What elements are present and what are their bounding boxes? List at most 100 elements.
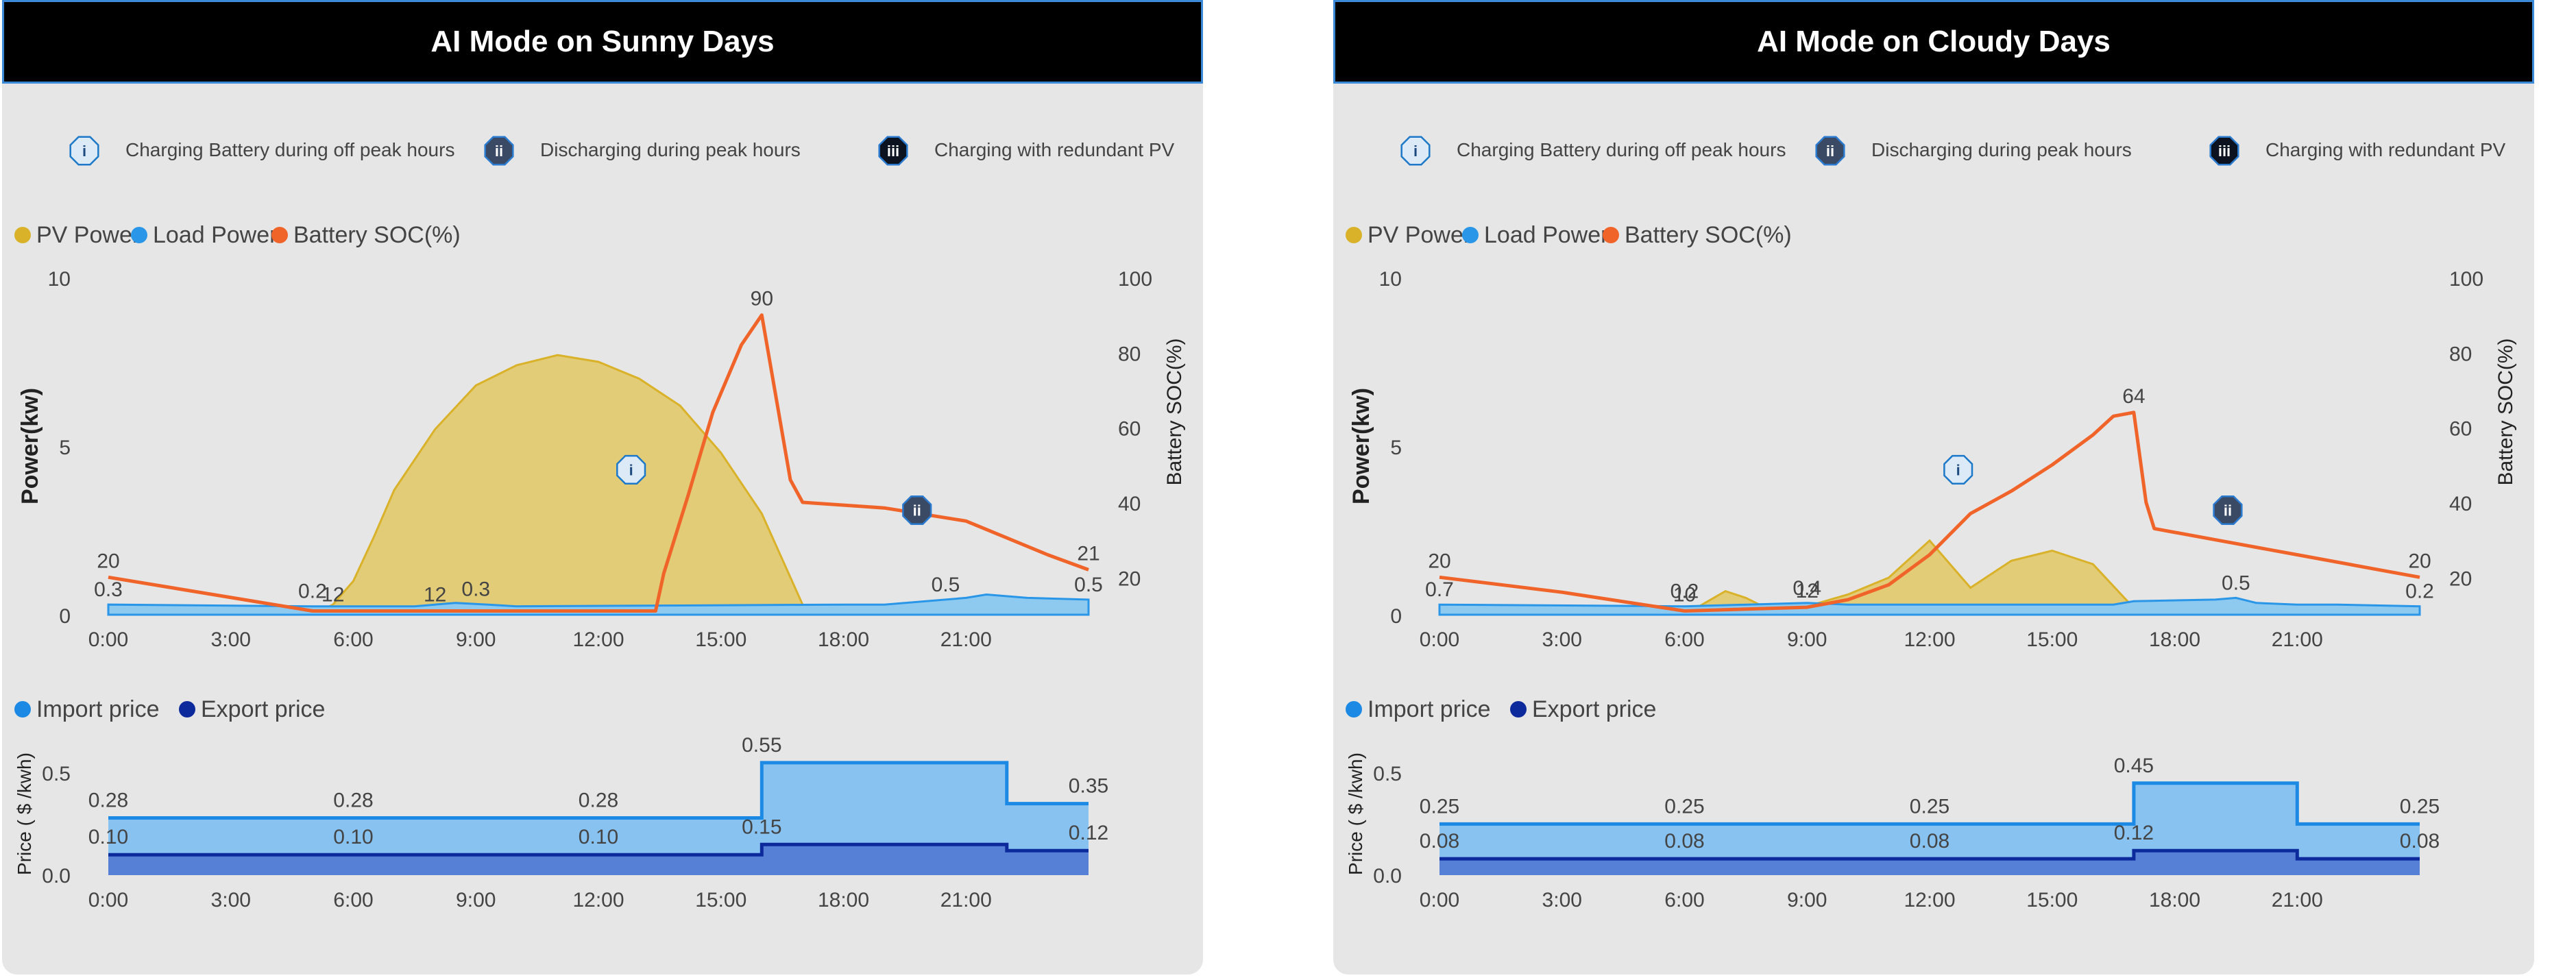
import-price-line <box>108 761 1089 820</box>
x-tick-label: 9:00 <box>1787 628 1827 651</box>
x-tick-label: 6:00 <box>333 628 373 651</box>
mode-badge-ii: ii <box>484 136 514 166</box>
price-y-axis-label: Price ( $ /kwh) <box>14 752 35 875</box>
y-tick-label: 10 <box>1379 268 1402 291</box>
price-data-label: 0.08 <box>1664 830 1704 853</box>
export-price-line <box>1439 848 2420 861</box>
price-data-label: 0.25 <box>1910 795 1949 818</box>
export-price-area <box>108 844 1089 875</box>
battery-soc-line <box>1439 411 2420 613</box>
legend-pv-power: PV Power <box>14 222 140 248</box>
import-price-line <box>1439 781 2420 826</box>
y2-tick-label: 40 <box>1118 493 1141 515</box>
x-tick-label: 6:00 <box>1664 628 1704 651</box>
y2-tick-label: 20 <box>2449 567 2472 590</box>
x-tick-label: 12:00 <box>1904 628 1955 651</box>
price-data-label: 0.10 <box>333 826 373 848</box>
price-data-label: 0.28 <box>88 789 128 811</box>
svg-text:Import price: Import price <box>1368 696 1491 722</box>
price-data-label: 0.08 <box>1420 830 1459 853</box>
price-x-tick-label: 6:00 <box>1664 889 1704 911</box>
svg-text:Battery SOC(%): Battery SOC(%) <box>1625 222 1792 248</box>
price-x-tick-label: 21:00 <box>2272 889 2323 911</box>
svg-text:ii: ii <box>495 143 503 160</box>
legend-import-price: Import price <box>14 696 160 722</box>
data-label-load: 0.5 <box>2222 572 2250 594</box>
price-data-label: 0.25 <box>1420 795 1459 818</box>
price-y-tick-label: 0.0 <box>1373 865 1402 887</box>
battery-soc-line <box>108 313 1089 613</box>
chart-mode-marker-ii: ii <box>902 495 932 526</box>
data-label-load: 0.5 <box>1074 574 1103 596</box>
svg-text:Export price: Export price <box>1532 696 1656 722</box>
data-label-soc: 12 <box>424 584 446 607</box>
price-x-tick-label: 0:00 <box>1420 889 1459 911</box>
legend-pv-power: PV Power <box>1346 222 1471 248</box>
price-data-label: 0.28 <box>333 789 373 811</box>
price-data-label: 0.35 <box>1069 775 1108 798</box>
x-tick-label: 21:00 <box>2272 628 2323 651</box>
x-tick-label: 3:00 <box>1542 628 1582 651</box>
mode-badge-iii: iii <box>878 136 908 166</box>
svg-text:Battery SOC(%): Battery SOC(%) <box>293 222 461 248</box>
y2-tick-label: 60 <box>2449 418 2472 441</box>
price-x-tick-label: 9:00 <box>456 889 496 911</box>
price-x-tick-label: 21:00 <box>940 889 992 911</box>
price-data-label: 0.10 <box>88 826 128 848</box>
y-tick-label: 0 <box>59 605 71 628</box>
y2-tick-label: 100 <box>1118 268 1152 291</box>
price-x-tick-label: 0:00 <box>88 889 128 911</box>
legend-export-price: Export price <box>1510 696 1656 722</box>
mode-badge-ii: ii <box>1815 136 1845 166</box>
price-data-label: 0.12 <box>1069 822 1108 844</box>
price-y-axis-label: Price ( $ /kwh) <box>1345 752 1366 875</box>
mode-label-iii: Charging with redundant PV <box>934 139 1175 160</box>
price-x-tick-label: 3:00 <box>211 889 251 911</box>
price-x-tick-label: 12:00 <box>1904 889 1955 911</box>
price-data-label: 0.15 <box>742 816 781 838</box>
price-y-tick-label: 0.5 <box>1373 763 1402 785</box>
price-x-tick-label: 3:00 <box>1542 889 1582 911</box>
x-tick-label: 15:00 <box>2026 628 2078 651</box>
x-tick-label: 15:00 <box>695 628 746 651</box>
y-tick-label: 5 <box>59 437 71 459</box>
chart-mode-marker-ii: ii <box>2213 495 2243 526</box>
export-price-line <box>108 842 1089 857</box>
sunny-day-panel: AI Mode on Sunny Days i Charging Battery … <box>2 0 1203 975</box>
price-data-label: 0.25 <box>2400 795 2440 818</box>
data-label-soc: 20 <box>1428 550 1450 572</box>
data-label-load: 0.7 <box>1425 578 1454 601</box>
y-tick-label: 5 <box>1390 437 1402 459</box>
data-label-load: 0.4 <box>1793 577 1821 600</box>
svg-text:iii: iii <box>2218 143 2231 160</box>
y2-tick-label: 40 <box>2449 493 2472 515</box>
legend-load-power: Load Power <box>131 222 277 248</box>
chart-mode-marker-i: i <box>1943 454 1973 485</box>
y2-tick-label: 80 <box>1118 343 1141 365</box>
price-data-label: 0.08 <box>2400 830 2440 853</box>
svg-text:ii: ii <box>913 502 921 519</box>
price-x-tick-label: 18:00 <box>818 889 869 911</box>
y-axis-label: Power(kw) <box>17 388 43 504</box>
y2-tick-label: 60 <box>1118 418 1141 441</box>
svg-text:PV Power: PV Power <box>36 222 140 248</box>
y-tick-label: 10 <box>48 268 71 291</box>
x-tick-label: 0:00 <box>88 628 128 651</box>
x-tick-label: 18:00 <box>2149 628 2200 651</box>
price-y-tick-label: 0.5 <box>42 763 71 785</box>
mode-badge-i: i <box>69 136 99 166</box>
export-price-area <box>1439 850 2420 875</box>
price-data-label: 0.28 <box>579 789 618 811</box>
legend-export-price: Export price <box>179 696 325 722</box>
mode-label-iii: Charging with redundant PV <box>2265 139 2506 160</box>
price-data-label: 0.45 <box>2114 755 2154 777</box>
svg-text:Load Power: Load Power <box>1484 222 1608 248</box>
svg-text:i: i <box>629 461 633 478</box>
y2-tick-label: 80 <box>2449 343 2472 365</box>
cloudy-day-charts: i Charging Battery during off peak hours i… <box>1345 136 2517 911</box>
data-label-soc: 20 <box>2408 550 2431 572</box>
x-tick-label: 12:00 <box>572 628 624 651</box>
price-data-label: 0.10 <box>579 826 618 848</box>
data-label-load: 0.2 <box>298 580 327 603</box>
data-label-soc: 20 <box>97 550 119 572</box>
